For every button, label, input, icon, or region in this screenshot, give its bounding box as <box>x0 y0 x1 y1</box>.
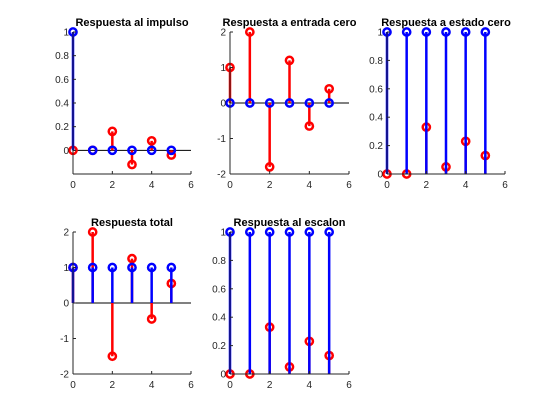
stem-marker <box>421 27 432 37</box>
stem-marker <box>166 145 177 156</box>
y-tick-label: -2 <box>60 370 69 381</box>
stem-marker <box>244 227 255 237</box>
stem-marker <box>264 162 275 172</box>
subplot-5: 0 2 4 6 0 0.2 0.4 0.6 0.8 1 Respuesta al escalon <box>212 217 352 391</box>
y-tick-label: 1 <box>377 28 383 39</box>
stem-marker <box>460 27 471 37</box>
x-tick-label: 6 <box>188 180 194 191</box>
y-tick-label: -1 <box>60 334 69 345</box>
y-tick-label: 1 <box>220 228 226 239</box>
y-tick-label: 0.6 <box>55 75 69 86</box>
stem-marker <box>127 253 137 264</box>
y-tick-label: 0 <box>63 146 69 157</box>
x-tick-label: 4 <box>149 380 155 391</box>
stem-marker <box>264 227 275 237</box>
subplot-1: 0 2 4 6 0 0.2 0.4 0.6 0.8 1 Respuesta al impulso <box>55 17 194 191</box>
x-tick-label: 0 <box>227 180 233 191</box>
y-tick-label: 1 <box>63 28 69 39</box>
x-tick-label: 0 <box>384 180 390 191</box>
y-tick-label: 1 <box>63 263 69 274</box>
y-tick-label: 0.4 <box>212 313 226 324</box>
stem-marker <box>146 136 157 146</box>
x-tick-label: 6 <box>502 180 508 191</box>
stem-marker <box>324 83 335 94</box>
y-tick-label: 0.4 <box>369 113 383 124</box>
stem-marker <box>166 150 177 160</box>
x-tick-label: 0 <box>70 180 76 191</box>
y-tick-label: 2 <box>63 228 69 239</box>
stem-marker <box>441 27 451 37</box>
stem-marker <box>87 227 98 237</box>
stem-marker <box>107 126 118 137</box>
y-tick-label: 1 <box>220 63 226 74</box>
x-tick-label: 2 <box>424 180 430 191</box>
stem-marker <box>107 351 118 362</box>
subplot-title: Respuesta al impulso <box>75 17 188 29</box>
y-tick-label: -2 <box>217 170 226 181</box>
y-tick-label: 0 <box>220 370 226 381</box>
y-tick-label: 0 <box>377 170 383 181</box>
y-tick-label: 0.2 <box>55 122 69 133</box>
stem-marker <box>304 121 315 131</box>
y-tick-label: 0 <box>220 99 226 110</box>
x-tick-label: 4 <box>463 180 469 191</box>
stem-marker <box>284 227 295 237</box>
x-tick-label: 0 <box>70 380 76 391</box>
stem-marker <box>284 98 295 108</box>
x-tick-label: 6 <box>346 380 352 391</box>
subplot-title: Respuesta a entrada cero <box>223 17 357 29</box>
stem-marker <box>324 227 335 237</box>
stem-marker <box>146 262 157 273</box>
y-tick-label: 0.6 <box>212 284 226 295</box>
y-tick-label: 0.8 <box>212 256 226 267</box>
stem-marker <box>480 27 491 37</box>
stem-marker <box>107 145 118 156</box>
y-tick-label: 0.8 <box>55 51 69 62</box>
y-tick-label: 0.4 <box>55 99 69 110</box>
stem-marker <box>304 227 315 237</box>
x-tick-label: 6 <box>346 180 352 191</box>
x-tick-label: 4 <box>307 180 313 191</box>
x-tick-label: 2 <box>267 380 273 391</box>
subplot-title: Respuesta total <box>91 217 173 229</box>
x-tick-label: 2 <box>110 180 116 191</box>
stem-marker <box>87 145 98 156</box>
stem-marker <box>146 145 157 156</box>
stem-marker <box>127 262 137 273</box>
subplot-title: Respuesta a estado cero <box>381 17 511 29</box>
stem-marker <box>166 262 177 273</box>
subplot-4: 0 2 4 6 -2 -1 0 1 2 Respuesta total <box>60 217 194 391</box>
stem-marker <box>324 98 335 108</box>
stem-marker <box>107 262 118 273</box>
x-tick-label: 2 <box>267 180 273 191</box>
stem-marker <box>244 27 255 37</box>
stem-marker <box>264 98 275 108</box>
stem-marker <box>284 55 295 66</box>
y-tick-label: 0 <box>63 299 69 310</box>
stem-marker <box>304 98 315 108</box>
x-tick-label: 4 <box>149 180 155 191</box>
y-tick-label: 0.8 <box>369 56 383 67</box>
y-tick-label: 0.2 <box>369 141 383 152</box>
stem-marker <box>146 314 157 324</box>
stem-marker <box>127 159 137 170</box>
stem-marker <box>401 27 412 37</box>
y-tick-label: 2 <box>220 28 226 39</box>
y-tick-label: 0.6 <box>369 84 383 95</box>
x-tick-label: 0 <box>227 380 233 391</box>
x-tick-label: 2 <box>110 380 116 391</box>
x-tick-label: 4 <box>307 380 313 391</box>
y-tick-label: -1 <box>217 134 226 145</box>
stem-marker <box>127 145 137 156</box>
stem-marker <box>87 262 98 273</box>
x-tick-label: 6 <box>188 380 194 391</box>
stem-marker <box>244 98 255 108</box>
y-tick-label: 0.2 <box>212 341 226 352</box>
subplot-title: Respuesta al escalon <box>234 217 346 229</box>
